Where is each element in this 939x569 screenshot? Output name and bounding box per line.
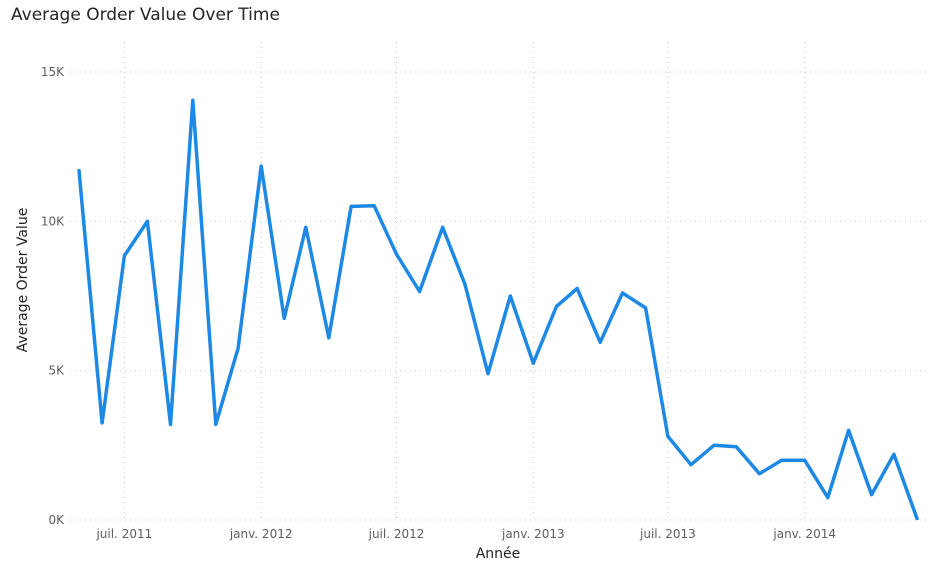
data-point[interactable] [734,445,738,449]
data-point[interactable] [803,458,807,462]
y-tick-label: 5K [48,364,65,378]
x-tick-label: juil. 2012 [368,527,425,541]
data-point[interactable] [826,496,830,500]
data-point[interactable] [712,443,716,447]
data-point[interactable] [100,421,104,425]
gridlines [70,42,928,521]
data-point[interactable] [575,286,579,291]
data-point[interactable] [168,422,173,427]
x-tick-label: janv. 2013 [501,527,565,541]
data-point[interactable] [236,346,240,350]
data-point[interactable] [598,340,602,344]
data-point[interactable] [643,306,648,310]
data-point[interactable] [915,516,919,521]
y-tick-label: 0K [48,513,65,527]
data-point[interactable] [441,225,445,229]
series-line [77,98,919,521]
data-point[interactable] [508,294,512,298]
y-axis-title: Average Order Value [15,208,31,353]
data-point[interactable] [282,316,286,320]
data-point[interactable] [259,164,263,168]
data-point[interactable] [214,422,218,427]
x-tick-label: juil. 2011 [95,527,152,541]
data-point[interactable] [870,493,874,497]
data-point[interactable] [780,458,784,462]
data-point[interactable] [304,225,308,229]
data-point[interactable] [77,168,81,173]
data-point[interactable] [846,428,851,432]
y-tick-label: 10K [41,214,65,228]
data-point[interactable] [892,452,896,456]
data-point[interactable] [620,291,625,295]
data-point[interactable] [372,204,376,208]
y-tick-label: 15K [41,65,65,79]
data-point[interactable] [394,252,399,256]
x-tick-label: janv. 2012 [229,527,293,541]
data-point[interactable] [463,282,467,286]
x-tick-label: janv. 2014 [772,527,836,541]
chart-title: Average Order Value Over Time [11,5,280,25]
data-point[interactable] [191,98,195,102]
data-point[interactable] [327,336,331,340]
data-point[interactable] [349,204,353,208]
data-point[interactable] [486,372,490,376]
data-point[interactable] [554,304,558,309]
x-axis-ticks: juil. 2011 janv. 2012 juil. 2012 janv. 2013… [95,527,836,541]
x-tick-label: juil. 2013 [639,527,696,541]
y-axis-ticks: 0K 5K 10K 15K [41,65,65,527]
data-point[interactable] [666,434,670,438]
series-layer [77,98,919,521]
data-point[interactable] [122,254,126,258]
x-axis-title: Année [476,546,521,562]
data-point[interactable] [689,463,693,467]
data-point[interactable] [417,289,422,294]
data-point[interactable] [531,361,535,365]
data-point[interactable] [757,472,761,476]
data-point[interactable] [145,219,150,223]
